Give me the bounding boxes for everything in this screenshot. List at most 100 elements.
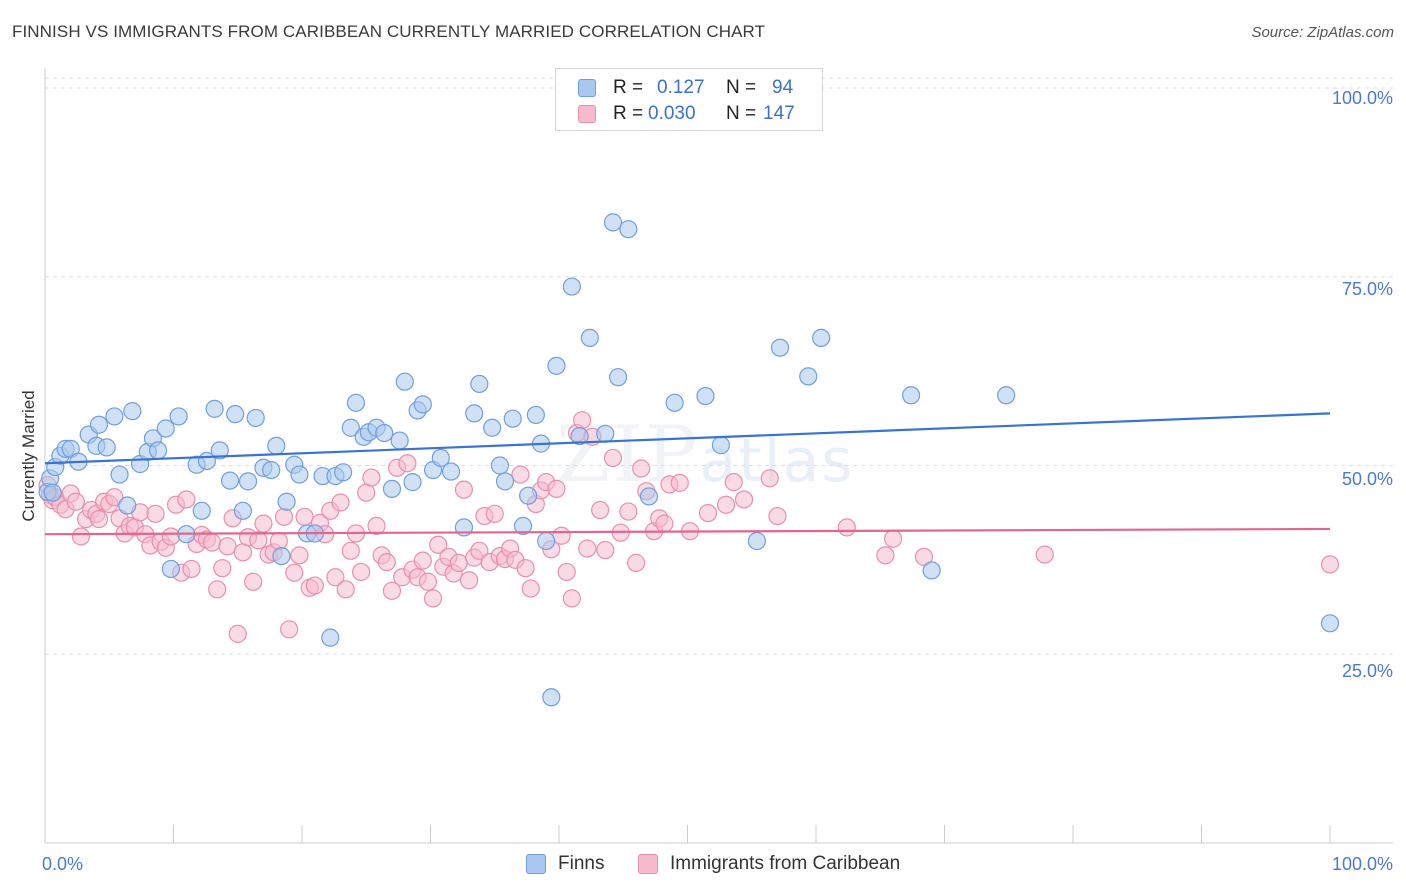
caribbean-points [38,411,1340,643]
caribbean-point [146,504,165,523]
caribbean-point [459,571,479,590]
caribbean-point [1320,555,1340,574]
grid-lines [45,77,1393,655]
caribbean-point [382,581,402,600]
finns-point [161,559,181,579]
caribbean-point [249,531,268,550]
finns-point [192,501,211,520]
caribbean-point [670,473,689,492]
finns-point [148,441,168,460]
caribbean-point [269,531,288,551]
finns-point [321,628,340,647]
caribbean-point [470,541,489,560]
finns-point [413,395,432,414]
finns-point [465,404,484,423]
caribbean-point [352,562,371,582]
finns-point [639,487,659,506]
caribbean-point [454,480,474,499]
finns-point [262,460,281,480]
finns-point [375,423,394,443]
caribbean-point [449,553,468,572]
caribbean-point [768,506,787,526]
finns-point [901,386,921,405]
finns-point [220,471,240,490]
x-tick-label-100: 100.0% [1332,854,1393,874]
caribbean-point [295,507,314,526]
caribbean-point [511,465,530,484]
finns-point [537,531,556,551]
finns-point [390,431,409,450]
legend-r-value: 0.127 [657,77,705,98]
caribbean-point [357,483,376,502]
finns-point [341,418,360,437]
finns-point [403,473,422,492]
finns-point [619,220,638,239]
trend-lines [44,412,1331,536]
caribbean-point [66,492,85,511]
finns-point [580,328,599,348]
caribbean-point [547,479,566,499]
finns-point [210,441,229,460]
caribbean-point [177,490,196,509]
caribbean-swatch [578,105,596,123]
finns-point [233,501,252,520]
finns-point [290,465,309,484]
caribbean-point [161,527,181,546]
finns-point [665,393,684,412]
finns-point [1320,614,1340,633]
finns-point [431,448,450,468]
finns-point [570,426,589,446]
caribbean-point [280,620,299,639]
finns-point [747,531,766,551]
legend-n-value: 94 [772,77,794,98]
finns-point [226,405,245,424]
legend-r-value: 0.030 [648,103,696,124]
finns-point [997,386,1016,405]
finns-point [495,472,515,491]
finns-point [490,456,509,475]
caribbean-point [603,448,623,468]
finns-point [272,546,291,566]
legend-n-label: N = [726,103,757,124]
caribbean-trend-line [44,527,1331,536]
finns-point [43,483,62,502]
caribbean-point [837,518,856,537]
caribbean-point [596,540,615,560]
caribbean-point [1035,545,1054,564]
caribbean-point [698,503,718,523]
caribbean-point [71,527,91,546]
caribbean-point [655,514,674,533]
caribbean-point [285,563,304,582]
finns-point [513,516,533,536]
caribbean-point [876,546,895,565]
caribbean-point [619,502,638,521]
caribbean-point [362,468,381,487]
finns-point [277,492,296,511]
caribbean-point [233,543,252,562]
y-tick-label-50: 50.0% [1342,469,1393,489]
caribbean-point [367,516,386,536]
finns-point [346,393,366,412]
finns-legend-swatch [526,854,546,874]
caribbean-point [305,576,324,595]
caribbean-point [562,589,581,608]
caribbean-point [557,562,576,582]
caribbean-point [326,568,345,587]
finns-point [562,277,581,296]
finns-point [542,688,561,707]
caribbean-point [413,551,432,570]
axes [44,68,1393,844]
caribbean-point [105,488,124,507]
finns-point [441,462,461,481]
legend-n-value: 147 [763,103,795,124]
finns-point [922,561,941,580]
finns-point [334,463,353,482]
finns-point [110,465,129,484]
finns-swatch [578,79,596,97]
finns-point [470,374,489,394]
axis-labels: 100.0% 75.0% 50.0% 25.0% 0.0% 100.0% Cur… [19,88,1393,874]
caribbean-point [228,624,247,643]
finns-point [105,407,124,426]
finns-point [97,438,116,457]
